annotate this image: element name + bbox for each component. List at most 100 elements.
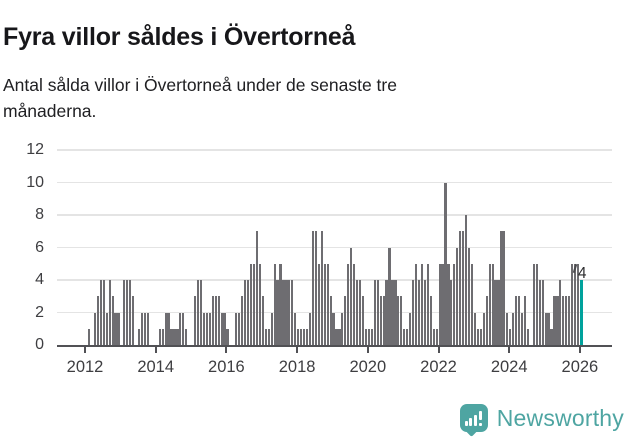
bar <box>488 263 491 345</box>
bar <box>93 312 97 345</box>
bar <box>329 296 332 345</box>
bar <box>138 328 141 345</box>
bar <box>193 296 197 345</box>
mini-bar-icon <box>469 418 473 426</box>
bar <box>217 296 220 345</box>
bar <box>205 312 208 345</box>
bar <box>264 328 267 345</box>
bar <box>158 328 161 345</box>
bar <box>423 280 426 345</box>
bar <box>382 296 385 345</box>
y-axis-tick-label: 4 <box>35 271 44 289</box>
bar <box>376 280 379 345</box>
bar <box>550 328 553 345</box>
bar <box>282 280 285 345</box>
bar <box>353 263 356 345</box>
bar <box>409 312 412 345</box>
mini-bar-icon <box>473 415 477 426</box>
bar <box>249 263 253 345</box>
bar <box>500 231 503 345</box>
exclamation-icon <box>479 411 483 420</box>
bar <box>235 312 238 345</box>
bar <box>241 296 244 345</box>
exclamation-icon <box>479 423 483 426</box>
bar <box>314 231 317 345</box>
mini-bar-icon <box>464 421 468 426</box>
bar <box>518 296 521 345</box>
bar <box>576 263 580 345</box>
x-axis-tick-label: 2026 <box>561 358 599 376</box>
bar <box>294 312 297 345</box>
bar <box>182 312 185 345</box>
x-axis-tick-label: 2012 <box>66 358 104 376</box>
bar <box>323 263 326 345</box>
newsworthy-bubble-icon <box>459 404 488 437</box>
bar <box>453 263 456 345</box>
bar <box>479 328 482 345</box>
bar <box>420 263 423 345</box>
bar <box>491 263 494 345</box>
bar <box>111 296 114 345</box>
bar <box>441 263 444 345</box>
bar <box>391 280 394 345</box>
bar <box>397 296 400 345</box>
bar <box>202 312 206 345</box>
bar <box>267 328 270 345</box>
bar <box>123 280 126 345</box>
bar <box>126 280 129 345</box>
bar <box>515 296 518 345</box>
bar <box>311 231 315 345</box>
bar <box>400 296 403 345</box>
x-axis-tick <box>154 347 157 353</box>
bar <box>450 280 453 345</box>
bar <box>523 296 527 345</box>
bar <box>220 312 223 345</box>
bar <box>87 328 91 345</box>
bar <box>429 296 432 345</box>
bar <box>276 280 279 345</box>
bar <box>338 328 341 345</box>
bar <box>509 328 512 345</box>
bar <box>226 328 229 345</box>
bar <box>335 328 338 345</box>
bar <box>512 312 515 345</box>
bar <box>244 280 247 345</box>
bar <box>538 280 541 345</box>
bar <box>417 280 421 345</box>
bar <box>105 312 108 345</box>
bar <box>161 328 164 345</box>
bar <box>568 296 571 345</box>
bar <box>526 328 530 345</box>
bar <box>208 312 211 345</box>
x-axis-line <box>57 345 612 347</box>
bar <box>385 280 388 345</box>
x-axis-tick-label: 2024 <box>490 358 528 376</box>
bar <box>364 328 368 345</box>
x-axis-tick-label: 2014 <box>137 358 175 376</box>
bar <box>176 328 179 345</box>
bar <box>462 231 465 345</box>
bar <box>185 328 188 345</box>
bar <box>247 280 250 345</box>
bar <box>367 328 370 345</box>
bar <box>559 280 562 345</box>
x-axis-tick-label: 2020 <box>349 358 387 376</box>
bar <box>358 280 362 345</box>
bar <box>173 328 176 345</box>
bar <box>535 263 538 345</box>
bar <box>506 312 509 345</box>
newsworthy-logo[interactable]: Newsworthy <box>459 404 624 437</box>
chart-subtitle: Antal sålda villor i Övertorneå under de… <box>3 72 397 124</box>
bar <box>196 280 200 345</box>
bar <box>414 263 418 345</box>
bar <box>411 280 415 345</box>
gridline <box>57 246 612 249</box>
x-axis-tick-label: 2022 <box>420 358 457 376</box>
subtitle-line-2: månaderna. <box>3 101 97 121</box>
page-title: Fyra villor såldes i Övertorneå <box>3 22 356 51</box>
bar <box>473 312 477 345</box>
bar <box>300 328 303 345</box>
gridline <box>57 149 612 151</box>
bar <box>379 296 382 345</box>
bar <box>406 328 409 345</box>
